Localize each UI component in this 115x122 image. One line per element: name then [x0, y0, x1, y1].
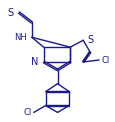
Text: N: N: [31, 57, 38, 67]
Text: NH: NH: [14, 33, 27, 42]
Text: Cl: Cl: [100, 56, 108, 65]
Text: S: S: [7, 8, 13, 18]
Text: Cl: Cl: [23, 108, 32, 117]
Text: S: S: [86, 35, 92, 45]
